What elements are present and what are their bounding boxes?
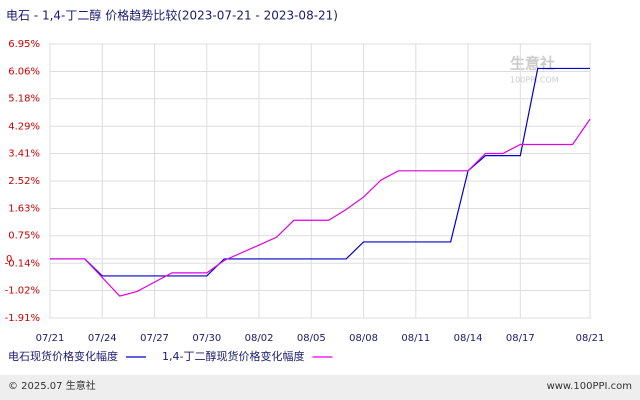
- x-tick-label: 07/30: [192, 333, 221, 344]
- x-tick-label: 07/27: [140, 333, 169, 344]
- chart-title: 电石 - 1,4-丁二醇 价格趋势比较(2023-07-21 - 2023-08…: [6, 8, 338, 23]
- footer-right: www.100PPI.com: [547, 381, 632, 392]
- legend-label: 1,4-丁二醇现货价格变化幅度: [162, 349, 304, 363]
- y-tick-label: 6.06%: [8, 67, 40, 78]
- y-tick-label: 1.63%: [8, 204, 40, 215]
- y-tick-label: 0.75%: [8, 231, 40, 242]
- series-line: [50, 67, 590, 277]
- footer-band: [0, 375, 640, 400]
- series-line: [50, 118, 591, 297]
- y-tick-label: 6.95%: [8, 39, 40, 50]
- y-tick-label: -1.02%: [5, 285, 40, 296]
- footer-left: © 2025.07 生意社: [8, 379, 96, 392]
- y-tick-label: -0.14%: [5, 258, 40, 269]
- x-tick-label: 08/11: [401, 333, 430, 344]
- y-tick-label: 0: [6, 254, 12, 265]
- watermark-url: 100PPI.COM: [510, 76, 559, 85]
- x-tick-label: 07/21: [36, 333, 65, 344]
- x-tick-label: 08/02: [245, 333, 274, 344]
- y-tick-label: 5.18%: [8, 94, 40, 105]
- watermark-name: 生意社: [510, 55, 555, 73]
- x-tick-label: 08/21: [576, 333, 605, 344]
- y-tick-label: -1.91%: [5, 313, 40, 324]
- x-tick-label: 07/24: [88, 333, 117, 344]
- x-tick-label: 08/08: [349, 333, 378, 344]
- y-tick-label: 3.41%: [8, 148, 40, 159]
- legend-label: 电石现货价格变化幅度: [8, 349, 118, 363]
- x-tick-label: 08/14: [454, 333, 483, 344]
- x-tick-label: 08/05: [297, 333, 326, 344]
- y-tick-label: 4.29%: [8, 121, 40, 132]
- x-tick-label: 08/17: [506, 333, 535, 344]
- y-tick-label: 2.52%: [8, 176, 40, 187]
